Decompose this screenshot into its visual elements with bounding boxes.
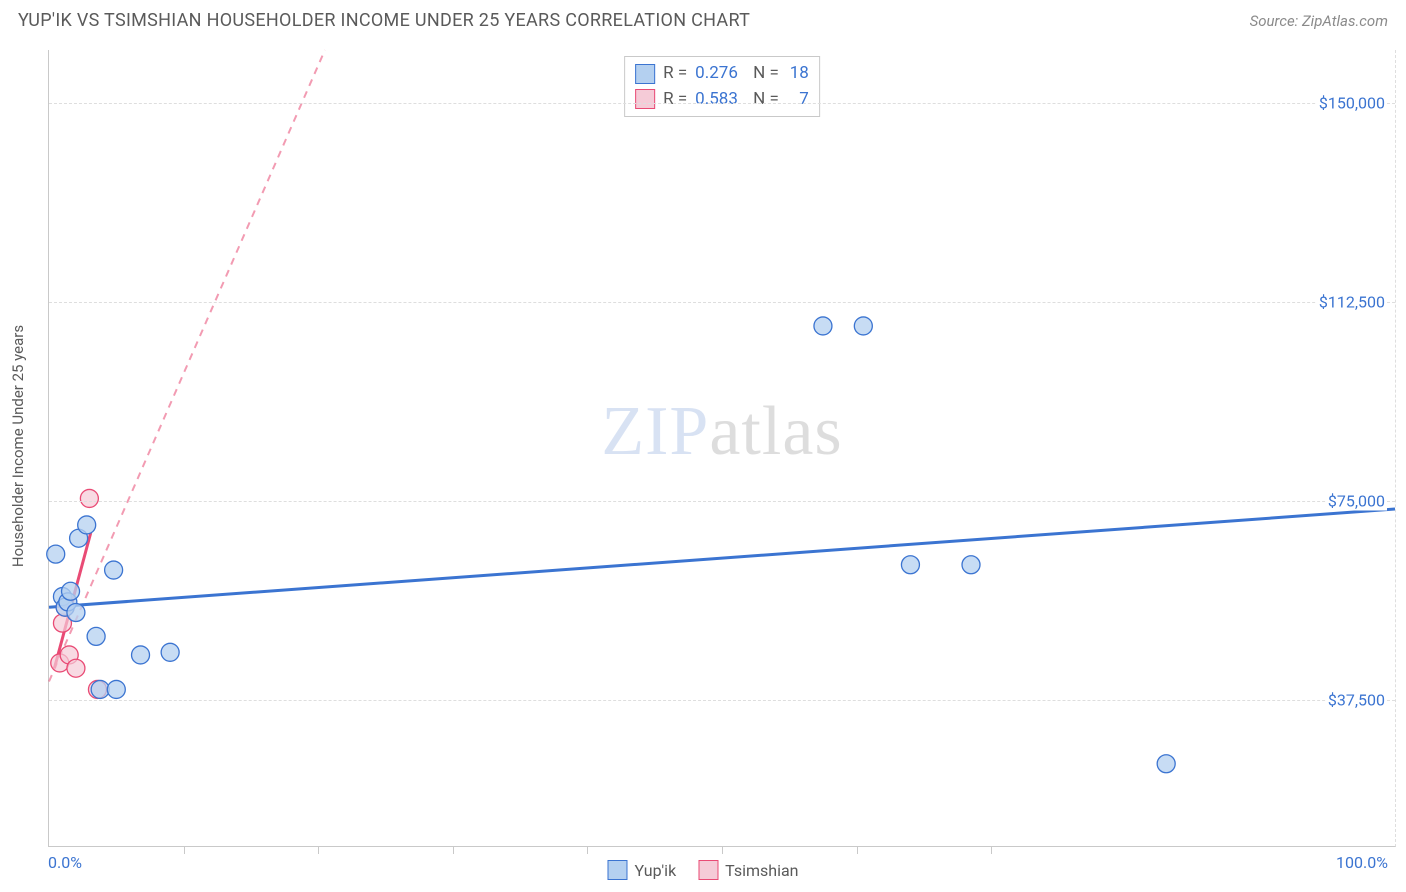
x-tick <box>991 846 992 854</box>
y-axis-title: Householder Income Under 25 years <box>9 325 27 567</box>
y-tick-label: $75,000 <box>1326 492 1387 511</box>
y-tick-label: $150,000 <box>1317 94 1387 113</box>
x-axis-min-label: 0.0% <box>48 853 82 872</box>
y-tick-label: $112,500 <box>1317 293 1387 312</box>
legend-label: Tsimshian <box>725 861 798 880</box>
gridline <box>49 302 1395 303</box>
gridline <box>49 501 1395 502</box>
x-tick <box>453 846 454 854</box>
x-tick <box>587 846 588 854</box>
swatch-tsimshian-icon <box>698 860 718 880</box>
gridline <box>49 700 1395 701</box>
x-tick <box>184 846 185 854</box>
x-tick <box>318 846 319 854</box>
x-tick <box>722 846 723 854</box>
legend-item-tsimshian: Tsimshian <box>698 860 798 880</box>
chart-source: Source: ZipAtlas.com <box>1250 12 1388 30</box>
x-tick <box>857 846 858 854</box>
x-axis-max-label: 100.0% <box>1336 853 1388 872</box>
plot-svg <box>49 50 1395 846</box>
scatter-chart: ZIPatlas R = 0.276 N = 18 R = 0.583 N = … <box>48 50 1396 847</box>
legend-item-yupik: Yup'ik <box>607 860 676 880</box>
chart-title: YUP'IK VS TSIMSHIAN HOUSEHOLDER INCOME U… <box>18 10 750 31</box>
swatch-yupik-icon <box>607 860 627 880</box>
chart-header: YUP'IK VS TSIMSHIAN HOUSEHOLDER INCOME U… <box>0 0 1406 37</box>
gridline <box>49 103 1395 104</box>
legend-label: Yup'ik <box>634 861 676 880</box>
legend: Yup'ik Tsimshian <box>607 860 798 880</box>
y-tick-label: $37,500 <box>1326 691 1387 710</box>
